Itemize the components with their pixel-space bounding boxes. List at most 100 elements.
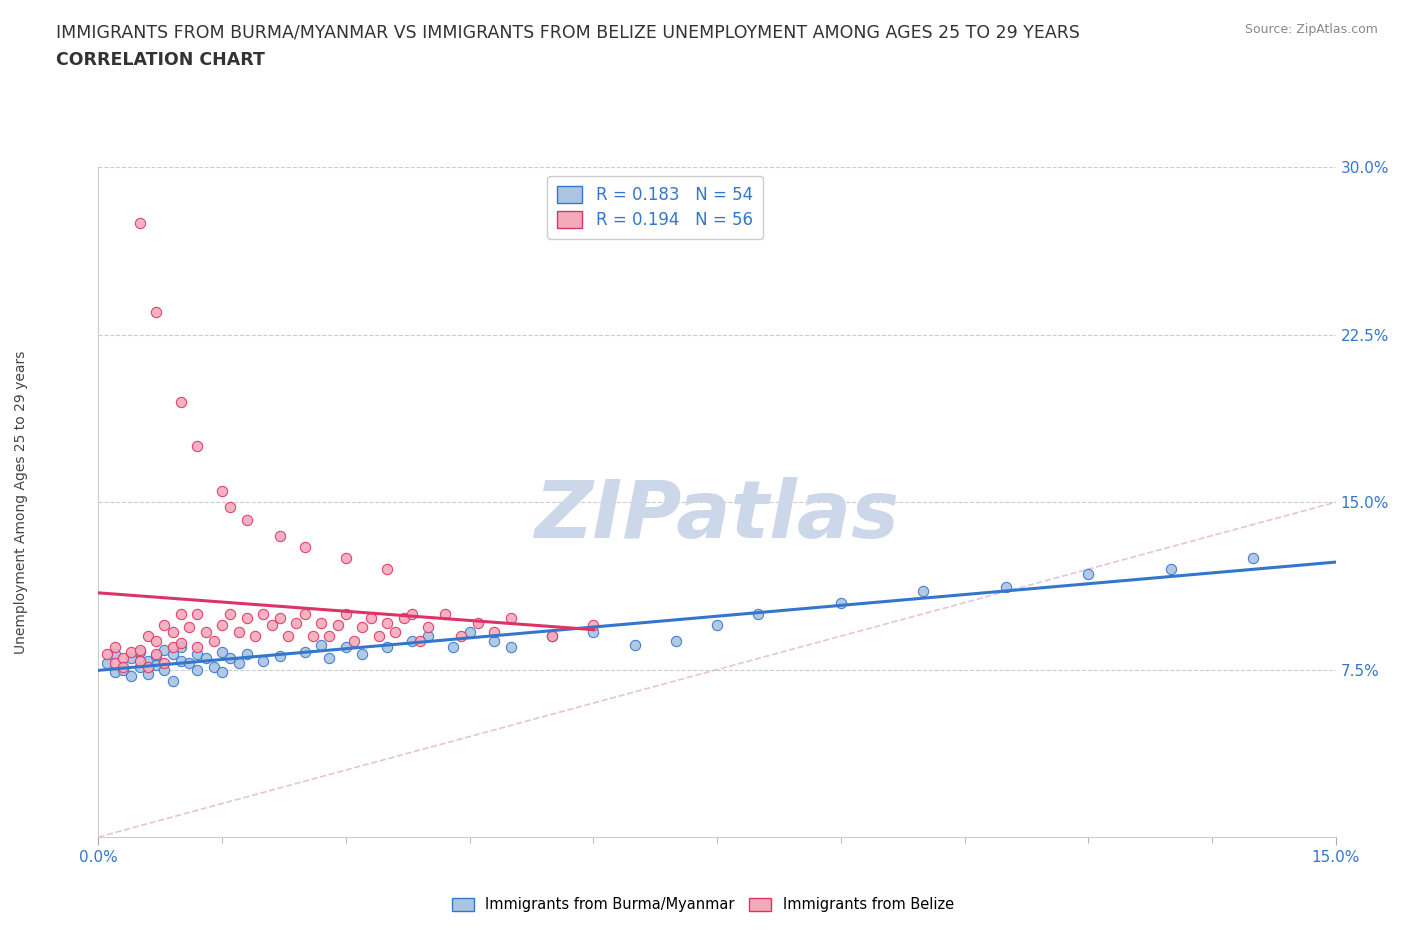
Point xyxy=(665,633,688,648)
Legend: R = 0.183   N = 54, R = 0.194   N = 56: R = 0.183 N = 54, R = 0.194 N = 56 xyxy=(547,176,763,239)
Point xyxy=(104,664,127,679)
Point xyxy=(211,618,233,632)
Point xyxy=(401,606,423,621)
Point xyxy=(153,656,176,671)
Point xyxy=(145,305,167,320)
Point xyxy=(309,616,332,631)
Point xyxy=(194,651,217,666)
Point xyxy=(269,649,291,664)
Point xyxy=(186,640,208,655)
Point xyxy=(128,653,150,668)
Point xyxy=(145,658,167,672)
Point xyxy=(252,653,274,668)
Point xyxy=(499,640,522,655)
Point xyxy=(1160,562,1182,577)
Point xyxy=(441,640,464,655)
Point xyxy=(302,629,325,644)
Point xyxy=(202,633,225,648)
Point xyxy=(120,651,142,666)
Point xyxy=(128,642,150,657)
Point xyxy=(145,633,167,648)
Point xyxy=(277,629,299,644)
Legend: Immigrants from Burma/Myanmar, Immigrants from Belize: Immigrants from Burma/Myanmar, Immigrant… xyxy=(446,891,960,918)
Point xyxy=(375,562,398,577)
Point xyxy=(136,653,159,668)
Text: Unemployment Among Ages 25 to 29 years: Unemployment Among Ages 25 to 29 years xyxy=(14,351,28,654)
Point xyxy=(186,606,208,621)
Text: IMMIGRANTS FROM BURMA/MYANMAR VS IMMIGRANTS FROM BELIZE UNEMPLOYMENT AMONG AGES : IMMIGRANTS FROM BURMA/MYANMAR VS IMMIGRA… xyxy=(56,23,1080,41)
Point xyxy=(170,640,193,655)
Point xyxy=(96,656,118,671)
Point xyxy=(170,394,193,409)
Point xyxy=(211,484,233,498)
Point xyxy=(96,646,118,661)
Point xyxy=(145,646,167,661)
Point xyxy=(236,512,259,527)
Point xyxy=(994,579,1017,594)
Point xyxy=(179,619,201,634)
Point xyxy=(219,499,242,514)
Point xyxy=(294,606,316,621)
Point xyxy=(162,673,184,688)
Point xyxy=(112,662,135,677)
Point xyxy=(484,633,506,648)
Point xyxy=(112,651,135,666)
Point xyxy=(467,616,489,631)
Point xyxy=(128,644,150,659)
Point xyxy=(153,618,176,632)
Point xyxy=(128,216,150,231)
Point xyxy=(401,633,423,648)
Point xyxy=(285,616,308,631)
Point xyxy=(294,539,316,554)
Text: ZIPatlas: ZIPatlas xyxy=(534,476,900,554)
Point xyxy=(153,662,176,677)
Point xyxy=(153,642,176,657)
Point xyxy=(170,606,193,621)
Point xyxy=(120,644,142,659)
Point xyxy=(582,624,605,639)
Point xyxy=(623,638,645,653)
Point xyxy=(236,611,259,626)
Point xyxy=(384,624,406,639)
Point xyxy=(179,656,201,671)
Point xyxy=(343,633,366,648)
Point xyxy=(170,653,193,668)
Point xyxy=(260,618,283,632)
Point xyxy=(236,646,259,661)
Point xyxy=(450,629,472,644)
Point xyxy=(228,656,250,671)
Point xyxy=(128,660,150,675)
Point xyxy=(104,640,127,655)
Point xyxy=(335,640,357,655)
Point xyxy=(582,618,605,632)
Point xyxy=(326,618,349,632)
Point xyxy=(136,629,159,644)
Point xyxy=(136,660,159,675)
Point xyxy=(252,606,274,621)
Point xyxy=(360,611,382,626)
Point xyxy=(136,667,159,682)
Point xyxy=(375,640,398,655)
Point xyxy=(352,619,374,634)
Point xyxy=(335,551,357,565)
Point xyxy=(484,624,506,639)
Point xyxy=(706,618,728,632)
Point xyxy=(830,595,852,610)
Point xyxy=(194,624,217,639)
Point xyxy=(541,629,564,644)
Point xyxy=(433,606,456,621)
Point xyxy=(211,664,233,679)
Text: Source: ZipAtlas.com: Source: ZipAtlas.com xyxy=(1244,23,1378,36)
Point xyxy=(162,640,184,655)
Point xyxy=(747,606,769,621)
Point xyxy=(202,660,225,675)
Point xyxy=(211,644,233,659)
Point xyxy=(104,656,127,671)
Point xyxy=(219,606,242,621)
Point xyxy=(228,624,250,639)
Point xyxy=(1077,566,1099,581)
Point xyxy=(294,644,316,659)
Point xyxy=(1241,551,1264,565)
Point xyxy=(458,624,481,639)
Point xyxy=(269,528,291,543)
